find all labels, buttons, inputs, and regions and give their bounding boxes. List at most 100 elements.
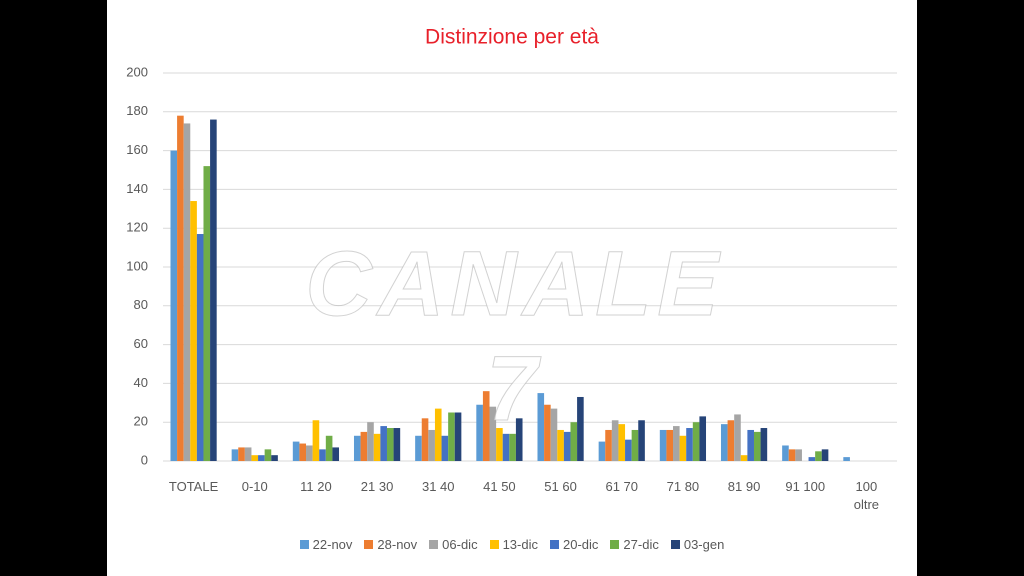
y-tick-label: 140: [126, 181, 148, 196]
bar: [454, 412, 462, 461]
bar: [821, 449, 829, 461]
bar: [673, 426, 680, 461]
bar: [434, 408, 442, 461]
bar: [299, 443, 307, 461]
bar: [231, 449, 239, 461]
x-tick-label: 51 60: [544, 479, 577, 494]
bar: [190, 201, 197, 462]
bar: [598, 441, 606, 461]
legend-swatch: [299, 540, 309, 549]
bar: [679, 435, 687, 461]
bar: [496, 428, 503, 461]
bar: [353, 435, 361, 461]
x-tick-label: 100 oltre: [853, 479, 880, 512]
legend-label: 28-nov: [377, 537, 418, 552]
bar: [489, 406, 497, 461]
legend-label: 03-gen: [683, 537, 725, 552]
bar: [659, 429, 667, 461]
x-tick-label: 31 40: [421, 479, 455, 494]
legend-item: 27-dic: [610, 537, 659, 552]
x-tick-label: 81 90: [727, 479, 761, 494]
bar: [319, 449, 326, 461]
bar: [747, 429, 754, 461]
bar: [271, 455, 278, 461]
bar: [421, 418, 429, 461]
bar: [557, 429, 564, 461]
bar: [720, 424, 728, 461]
bar: [740, 455, 748, 461]
y-tick-label: 0: [141, 452, 148, 467]
bar: [550, 408, 558, 461]
bar: [264, 449, 272, 461]
bar: [760, 428, 768, 461]
legend-item: 22-nov: [299, 537, 353, 552]
bar: [476, 404, 483, 461]
bar: [251, 455, 259, 461]
bar: [618, 424, 626, 461]
bar: [605, 429, 612, 461]
bar: [727, 420, 735, 461]
legend: 22-nov 28-nov 06-dic 13-dic 20-dic 27-dic 03-g…: [0, 537, 1024, 552]
bar: [753, 431, 761, 461]
y-tick-label: 20: [134, 414, 148, 429]
y-tick-label: 80: [134, 297, 148, 312]
bar: [428, 429, 435, 461]
bar: [570, 422, 578, 461]
bar: [544, 404, 551, 461]
legend-item: 20-dic: [550, 537, 598, 552]
bar: [393, 428, 401, 461]
x-tick-label: 71 80: [666, 479, 700, 494]
legend-label: 13-dic: [502, 537, 538, 552]
chart-title: Distinzione per età: [425, 26, 599, 49]
legend-item: 03-gen: [670, 537, 725, 552]
bar: [244, 447, 252, 461]
x-tick-label: 41 50: [483, 479, 516, 494]
bar: [482, 391, 490, 461]
y-tick-label: 60: [134, 336, 148, 351]
chart-panel: [107, 0, 917, 576]
legend-swatch: [670, 540, 680, 549]
bar: [502, 433, 510, 461]
x-tick-label: 21 30: [360, 479, 394, 494]
bar: [686, 428, 693, 461]
legend-label: 22-nov: [312, 537, 353, 552]
legend-label: 27-dic: [623, 537, 659, 552]
y-tick-label: 40: [134, 375, 148, 390]
y-tick-label: 180: [126, 103, 148, 118]
bar: [666, 429, 674, 461]
bar: [631, 429, 639, 461]
x-tick-label: 61 70: [605, 479, 639, 494]
y-tick-label: 160: [126, 142, 148, 157]
legend-item: 13-dic: [489, 537, 538, 552]
bar: [577, 396, 584, 461]
legend-swatch: [489, 540, 499, 549]
bar: [238, 447, 245, 461]
legend-swatch: [550, 540, 559, 549]
y-tick-label: 200: [126, 64, 148, 79]
bar: [325, 435, 333, 461]
bar: [638, 420, 645, 461]
bar: [373, 433, 381, 461]
bar: [386, 428, 394, 461]
bar: [360, 431, 368, 461]
x-tick-label: 11 20: [300, 479, 332, 494]
x-tick-label: TOTALE: [168, 479, 219, 494]
bar: [509, 433, 516, 461]
bar: [611, 420, 619, 461]
x-tick-label: 91 100: [785, 479, 826, 494]
legend-label: 20-dic: [563, 537, 599, 552]
bar: [367, 422, 374, 461]
bar: [808, 457, 816, 461]
bar: [177, 115, 184, 462]
y-tick-label: 120: [126, 220, 148, 235]
bar: [170, 150, 178, 461]
bar: [441, 435, 449, 461]
bar: [782, 445, 789, 461]
bar: [788, 449, 796, 461]
legend-swatch: [364, 540, 374, 549]
bar: [258, 455, 265, 461]
bar: [563, 431, 571, 461]
bar: [537, 393, 545, 461]
legend-item: 06-dic: [429, 537, 478, 552]
